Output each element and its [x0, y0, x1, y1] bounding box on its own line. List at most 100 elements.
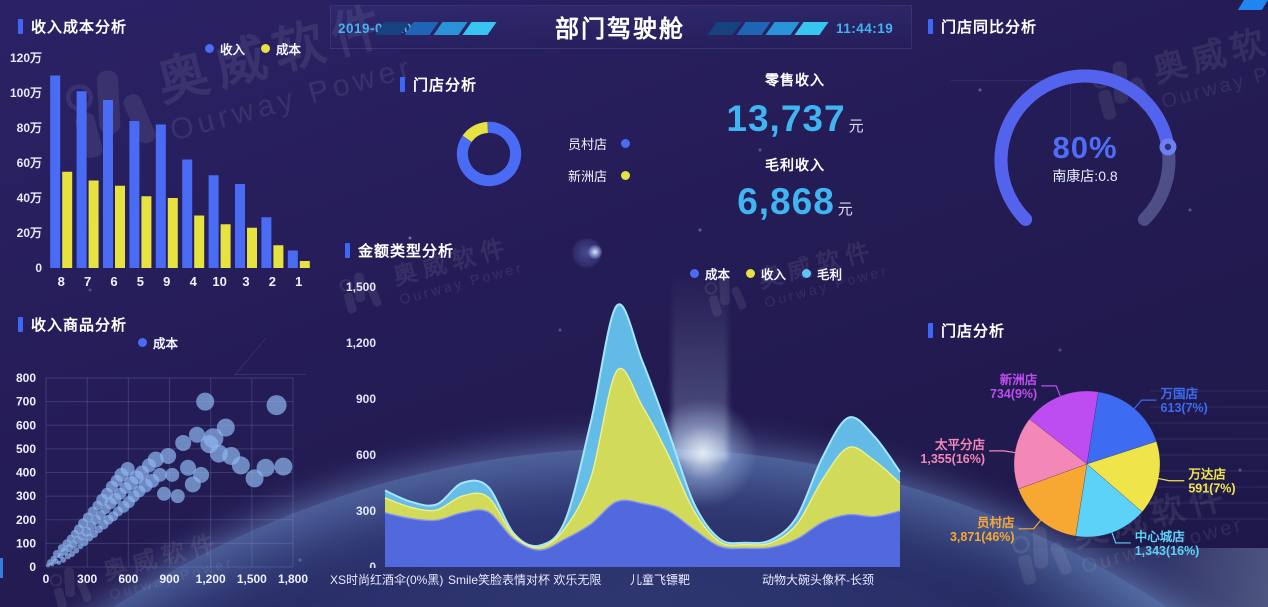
svg-text:10: 10: [212, 274, 226, 289]
page-title: 部门驾驶舱: [555, 16, 685, 43]
panel-title-income-cost: 收入成本分析: [18, 16, 127, 37]
svg-text:200: 200: [16, 513, 36, 527]
legend-item[interactable]: 员村店: [568, 134, 631, 153]
svg-text:40万: 40万: [17, 191, 42, 205]
svg-text:120万: 120万: [10, 51, 42, 65]
title-marker: [345, 243, 350, 258]
title-marker: [928, 19, 933, 34]
title-marker: [400, 77, 405, 92]
area-x-label: 动物大碗头像杯-长颈: [762, 573, 874, 587]
svg-text:500: 500: [16, 442, 36, 456]
income-cost-legend[interactable]: 收入 成本: [205, 39, 301, 58]
kpi-label: 零售收入: [765, 72, 825, 88]
gauge-label: 南康店:0.8: [1052, 168, 1118, 184]
kpi-retail-revenue: 零售收入 13,737 元: [685, 70, 905, 139]
svg-text:900: 900: [159, 572, 179, 586]
legend-dot-icon: [205, 44, 214, 53]
title-marker: [18, 19, 23, 34]
kpi-unit: 元: [837, 201, 853, 218]
panel-title-income-product: 收入商品分析: [18, 314, 127, 335]
svg-text:600: 600: [356, 448, 376, 462]
svg-text:7: 7: [84, 274, 91, 289]
legend-item[interactable]: 收入: [746, 264, 786, 283]
header-decoration-right: [707, 22, 829, 35]
svg-text:100万: 100万: [10, 86, 42, 100]
area-x-label: 儿童飞镖靶: [630, 573, 691, 587]
store-pie-chart[interactable]: 新洲店 734(9%) 万国店 613(7%) 万达店 591(7%) 中心城店 1,343(…: [920, 336, 1268, 602]
legend-item[interactable]: 成本: [261, 39, 301, 58]
svg-text:0: 0: [29, 560, 36, 574]
legend-dot-icon: [690, 269, 699, 278]
svg-text:2: 2: [269, 274, 276, 289]
panel-title-amount-type: 金额类型分析: [345, 240, 454, 261]
svg-text:300: 300: [16, 489, 36, 503]
amount-type-legend[interactable]: 成本 收入 毛利: [690, 264, 842, 283]
income-product-legend[interactable]: 成本: [138, 333, 178, 352]
svg-text:0: 0: [369, 560, 376, 568]
svg-text:8: 8: [58, 274, 65, 289]
title-marker: [18, 317, 23, 332]
svg-text:1,200: 1,200: [196, 572, 226, 586]
legend-dot-icon: [621, 171, 631, 180]
title-marker: [928, 323, 933, 338]
svg-text:0: 0: [35, 261, 42, 275]
svg-text:4: 4: [190, 274, 198, 289]
legend-dot-icon: [138, 338, 147, 347]
svg-text:300: 300: [356, 504, 376, 518]
panel-title-store-pie: 门店分析: [928, 320, 1005, 341]
svg-text:0: 0: [43, 572, 50, 586]
corner-accent: [1237, 0, 1268, 10]
legend-item[interactable]: 成本: [690, 264, 730, 283]
svg-text:300: 300: [77, 572, 97, 586]
store-yoy-gauge-chart[interactable]: [955, 62, 1215, 258]
svg-text:5: 5: [137, 274, 144, 289]
svg-text:80万: 80万: [17, 121, 42, 135]
svg-text:900: 900: [356, 392, 376, 406]
panel-title-store-yoy: 门店同比分析: [928, 16, 1037, 37]
svg-text:20万: 20万: [17, 226, 42, 240]
svg-text:600: 600: [118, 572, 138, 586]
svg-text:800: 800: [16, 371, 36, 385]
income-cost-bar-chart[interactable]: 0 20万 40万 60万 80万 100万 120万 8 7 6 5 9 4 10 3 2 1: [0, 0, 320, 300]
svg-text:6: 6: [110, 274, 117, 289]
svg-text:1: 1: [295, 274, 302, 289]
svg-text:9: 9: [163, 274, 170, 289]
area-x-label: Smile笑脸表情对杯 欢乐无限: [448, 573, 602, 587]
legend-dot-icon: [261, 44, 271, 53]
amount-type-area-chart[interactable]: 0 300 600 900 1,200 1,500: [320, 238, 920, 568]
kpi-unit: 元: [848, 118, 864, 135]
kpi-value: 6,868: [737, 181, 835, 222]
edge-accent: [0, 558, 3, 578]
kpi-label: 毛利收入: [765, 157, 825, 173]
header-decoration-left: [375, 22, 497, 35]
svg-text:1,500: 1,500: [346, 280, 376, 294]
kpi-gross-profit: 毛利收入 6,868 元: [685, 155, 905, 222]
store-donut-chart[interactable]: [452, 117, 526, 191]
legend-dot-icon: [746, 269, 756, 278]
kpi-value: 13,737: [726, 98, 846, 139]
legend-item[interactable]: 新洲店: [568, 166, 631, 185]
legend-item[interactable]: 成本: [138, 333, 178, 352]
legend-item[interactable]: 收入: [205, 39, 245, 58]
area-x-label: XS时尚红酒伞(0%黑): [330, 573, 444, 587]
svg-text:100: 100: [16, 536, 36, 550]
gauge-value: 80%: [1052, 130, 1118, 165]
store-donut-legend[interactable]: 员村店 新洲店: [568, 134, 631, 185]
svg-text:1,200: 1,200: [346, 336, 376, 350]
svg-text:400: 400: [16, 466, 36, 480]
svg-text:60万: 60万: [17, 156, 42, 170]
svg-text:1,800: 1,800: [278, 572, 308, 586]
svg-text:700: 700: [16, 395, 36, 409]
svg-text:1,500: 1,500: [237, 572, 267, 586]
income-product-scatter-chart[interactable]: 0 300 600 900 1,200 1,500 1,800 0 100 200 300 400 50…: [0, 300, 320, 607]
svg-text:3: 3: [242, 274, 249, 289]
legend-dot-icon: [621, 139, 631, 148]
legend-item[interactable]: 毛利: [802, 264, 842, 283]
panel-title-store-donut: 门店分析: [400, 74, 477, 95]
